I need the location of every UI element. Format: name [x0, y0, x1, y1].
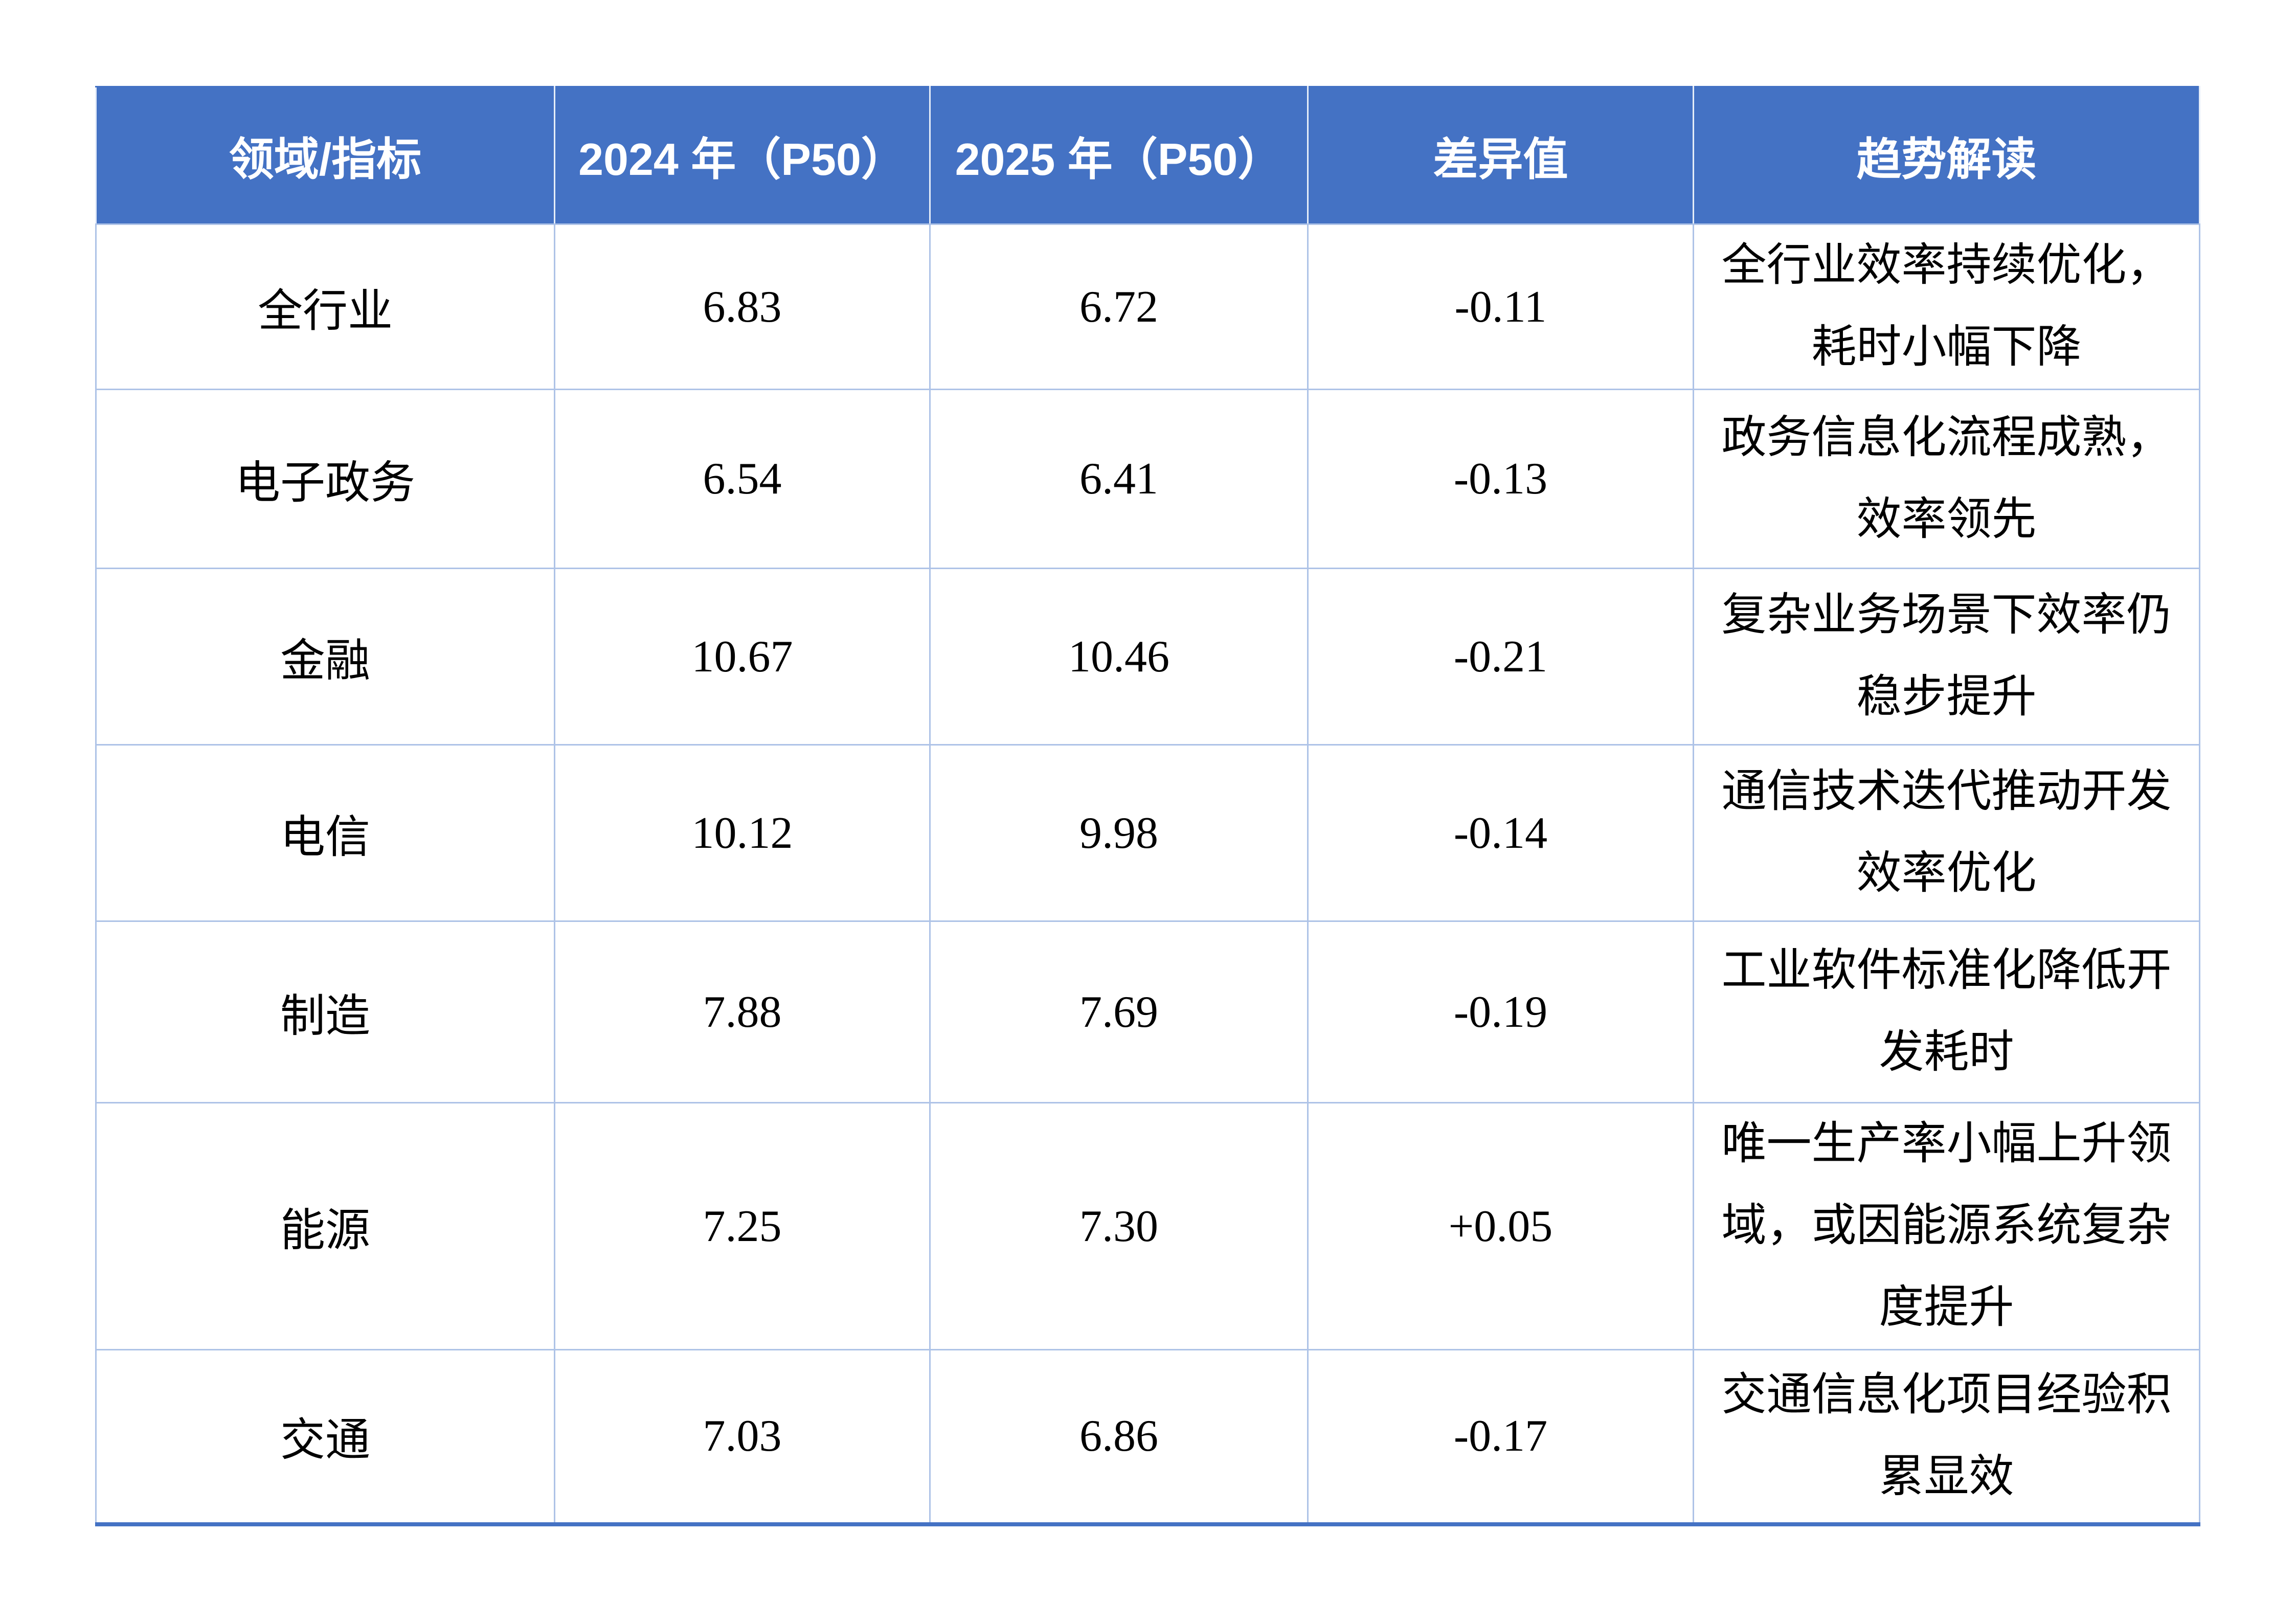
header-cell-diff: 差异值 [1307, 86, 1694, 225]
header-cell-2025: 2025 年（P50） [929, 86, 1309, 225]
cell-diff: -0.17 [1307, 1349, 1694, 1526]
industry-productivity-table: 领域/指标 2024 年（P50） 2025 年（P50） 差异值 趋势解读 全… [95, 86, 2200, 1526]
cell-trend: 唯一生产率小幅上升领域，或因能源系统复杂度提升 [1693, 1102, 2200, 1350]
cell-2025: 6.41 [929, 389, 1309, 569]
table-row: 电子政务 6.54 6.41 -0.13 政务信息化流程成熟，效率领先 [95, 389, 2200, 569]
cell-2025: 10.46 [929, 568, 1309, 746]
cell-2025: 6.86 [929, 1349, 1309, 1526]
cell-trend: 交通信息化项目经验积累显效 [1693, 1349, 2200, 1526]
header-cell-field: 领域/指标 [95, 86, 555, 225]
header-row: 领域/指标 2024 年（P50） 2025 年（P50） 差异值 趋势解读 [95, 86, 2200, 225]
cell-diff: -0.19 [1307, 920, 1694, 1103]
cell-trend: 工业软件标准化降低开发耗时 [1693, 920, 2200, 1103]
cell-2024: 6.54 [554, 389, 931, 569]
cell-diff: -0.14 [1307, 744, 1694, 922]
cell-2024: 7.03 [554, 1349, 931, 1526]
cell-diff: +0.05 [1307, 1102, 1694, 1350]
header-cell-trend: 趋势解读 [1693, 86, 2200, 225]
cell-2025: 7.30 [929, 1102, 1309, 1350]
cell-trend: 通信技术迭代推动开发效率优化 [1693, 744, 2200, 922]
table-row: 制造 7.88 7.69 -0.19 工业软件标准化降低开发耗时 [95, 920, 2200, 1103]
table-header: 领域/指标 2024 年（P50） 2025 年（P50） 差异值 趋势解读 [95, 86, 2200, 225]
cell-trend: 复杂业务场景下效率仍稳步提升 [1693, 568, 2200, 746]
cell-field: 制造 [95, 920, 555, 1103]
cell-field: 金融 [95, 568, 555, 746]
cell-field: 全行业 [95, 223, 555, 390]
table-row: 电信 10.12 9.98 -0.14 通信技术迭代推动开发效率优化 [95, 744, 2200, 922]
cell-field: 电子政务 [95, 389, 555, 569]
header-cell-2024: 2024 年（P50） [554, 86, 931, 225]
table-row: 全行业 6.83 6.72 -0.11 全行业效率持续优化，耗时小幅下降 [95, 223, 2200, 390]
cell-field: 交通 [95, 1349, 555, 1526]
cell-diff: -0.21 [1307, 568, 1694, 746]
cell-trend: 全行业效率持续优化，耗时小幅下降 [1693, 223, 2200, 390]
cell-diff: -0.13 [1307, 389, 1694, 569]
cell-field: 能源 [95, 1102, 555, 1350]
table-row: 交通 7.03 6.86 -0.17 交通信息化项目经验积累显效 [95, 1349, 2200, 1526]
table-row: 能源 7.25 7.30 +0.05 唯一生产率小幅上升领域，或因能源系统复杂度… [95, 1102, 2200, 1350]
cell-2025: 9.98 [929, 744, 1309, 922]
cell-2024: 6.83 [554, 223, 931, 390]
cell-2025: 7.69 [929, 920, 1309, 1103]
cell-2024: 7.25 [554, 1102, 931, 1350]
cell-field: 电信 [95, 744, 555, 922]
cell-diff: -0.11 [1307, 223, 1694, 390]
cell-2024: 7.88 [554, 920, 931, 1103]
table-row: 金融 10.67 10.46 -0.21 复杂业务场景下效率仍稳步提升 [95, 568, 2200, 746]
cell-2025: 6.72 [929, 223, 1309, 390]
cell-2024: 10.67 [554, 568, 931, 746]
cell-2024: 10.12 [554, 744, 931, 922]
cell-trend: 政务信息化流程成熟，效率领先 [1693, 389, 2200, 569]
table-body: 全行业 6.83 6.72 -0.11 全行业效率持续优化，耗时小幅下降 电子政… [95, 223, 2200, 1526]
